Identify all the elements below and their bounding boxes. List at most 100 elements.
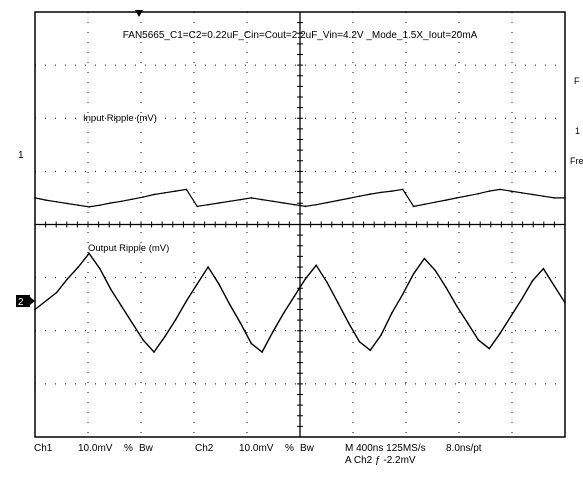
data-point <box>424 258 426 260</box>
trigger-info: A Ch2 ƒ -2.2mV <box>345 455 416 466</box>
channel-2-marker: 2 <box>18 297 24 308</box>
ch2-scale: 10.0mV <box>239 443 273 454</box>
data-point <box>34 197 36 199</box>
data-point <box>110 288 112 290</box>
data-point <box>261 199 263 201</box>
data-point <box>283 202 285 204</box>
data-point <box>305 206 307 208</box>
data-point <box>67 278 69 280</box>
data-point <box>153 351 155 353</box>
graticule <box>35 12 565 437</box>
data-point <box>521 192 523 194</box>
data-point <box>532 194 534 196</box>
data-point <box>229 201 231 203</box>
data-point <box>272 201 274 203</box>
data-point <box>326 282 328 284</box>
sample-interval: 8.0ns/pt <box>446 443 482 454</box>
data-point <box>348 322 350 324</box>
data-point <box>499 333 501 335</box>
data-point <box>196 206 198 208</box>
data-point <box>326 202 328 204</box>
ch1-coupling: % <box>124 443 133 454</box>
data-point <box>186 189 188 191</box>
chart-title: FAN5665_C1=C2=0.22uF_Cin=Cout=2.2uF_Vin=… <box>123 30 478 41</box>
data-point <box>121 201 123 203</box>
data-point <box>142 196 144 198</box>
data-point <box>240 199 242 201</box>
data-point <box>315 265 317 267</box>
data-point <box>251 343 253 345</box>
trigger-position-marker <box>135 10 143 17</box>
data-point <box>434 270 436 272</box>
data-point <box>543 195 545 197</box>
data-point <box>370 193 372 195</box>
data-point <box>456 197 458 199</box>
data-point <box>467 322 469 324</box>
data-point <box>164 336 166 338</box>
cut-label-mid: 1 <box>575 126 580 136</box>
data-point <box>337 302 339 304</box>
data-point <box>78 204 80 206</box>
data-point <box>315 204 317 206</box>
data-point <box>305 278 307 280</box>
data-point <box>99 204 101 206</box>
data-point <box>445 287 447 289</box>
data-point <box>553 285 555 287</box>
data-point <box>99 268 101 270</box>
data-point <box>380 192 382 194</box>
data-point <box>489 190 491 192</box>
data-point <box>434 201 436 203</box>
data-point <box>34 309 36 311</box>
data-point <box>564 302 566 304</box>
data-point <box>478 339 480 341</box>
data-point <box>121 305 123 307</box>
data-point <box>56 292 58 294</box>
data-point <box>207 266 209 268</box>
output-ripple-label: Output Ripple (mV) <box>88 243 169 254</box>
data-point <box>424 204 426 206</box>
data-point <box>78 266 80 268</box>
data-point <box>359 195 361 197</box>
data-point <box>207 204 209 206</box>
data-point <box>56 201 58 203</box>
cut-label-top: F <box>574 76 580 86</box>
data-point <box>175 319 177 321</box>
data-point <box>402 189 404 191</box>
data-point <box>489 348 491 350</box>
data-point <box>88 206 90 208</box>
data-point <box>521 299 523 301</box>
data-point <box>142 339 144 341</box>
timebase: M 400ns 125MS/s <box>345 443 426 454</box>
data-point <box>543 268 545 270</box>
data-point <box>132 198 134 200</box>
data-point <box>391 190 393 192</box>
data-point <box>196 283 198 285</box>
data-point <box>445 199 447 201</box>
data-point <box>218 202 220 204</box>
data-point <box>553 197 555 199</box>
data-point <box>564 197 566 199</box>
data-point <box>240 322 242 324</box>
data-point <box>467 195 469 197</box>
input-ripple-label: Input Ripple (mV) <box>83 113 157 124</box>
ch2-coupling: % <box>285 443 294 454</box>
data-point <box>413 206 415 208</box>
data-point <box>402 293 404 295</box>
data-point <box>132 322 134 324</box>
data-point <box>510 190 512 192</box>
ch2-label: Ch2 <box>195 443 213 454</box>
data-point <box>175 190 177 192</box>
ch1-scale: 10.0mV <box>78 443 112 454</box>
data-point <box>110 202 112 204</box>
data-point <box>456 305 458 307</box>
data-point <box>413 273 415 275</box>
data-point <box>272 331 274 333</box>
data-point <box>294 204 296 206</box>
data-point <box>499 189 501 191</box>
ch2-bandwidth: Bw <box>300 443 314 454</box>
data-point <box>348 198 350 200</box>
data-point <box>478 193 480 195</box>
data-point <box>380 334 382 336</box>
data-point <box>186 300 188 302</box>
